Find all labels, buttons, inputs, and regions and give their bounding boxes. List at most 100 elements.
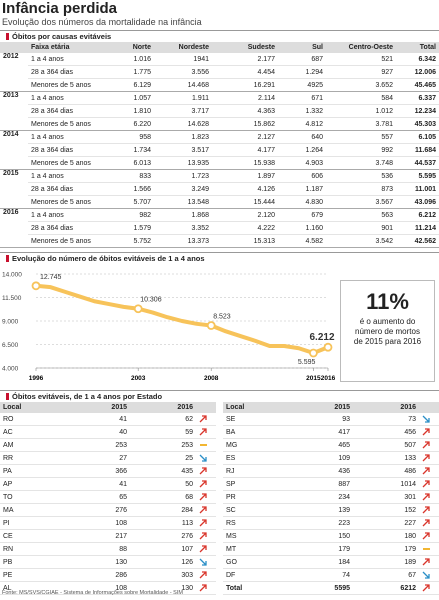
table-cell: 687 <box>278 53 326 66</box>
table-cell: 1.294 <box>278 65 326 79</box>
table-cell: 435 <box>130 464 196 478</box>
table-cell: 45.465 <box>396 78 439 92</box>
point-marker <box>31 281 41 291</box>
table-cell: 4.830 <box>278 195 326 209</box>
table-cell: 456 <box>353 425 419 439</box>
table-cell: SP <box>223 477 273 491</box>
table-cell: AP <box>0 477 50 491</box>
table-row: RS 223 227 <box>223 516 439 530</box>
table-cell: 12.006 <box>396 65 439 79</box>
table-cell: PE <box>0 568 50 582</box>
table-cell: 1.868 <box>154 208 212 222</box>
table-row: Menores de 5 anos 5.752 13.373 15.313 4.582 3… <box>0 234 439 248</box>
callout: 11% é o aumento do número de mortos de 2… <box>340 280 435 382</box>
header-cell: Sudeste <box>212 42 278 53</box>
y-tick-label: 4.000 <box>2 366 19 373</box>
trend-up <box>199 428 207 436</box>
table-row: Total 5595 6212 <box>223 581 439 595</box>
title: Infância perdida <box>2 0 118 17</box>
trend-up <box>199 415 207 423</box>
trend-icon <box>422 532 430 540</box>
table-cell: 12.234 <box>396 104 439 118</box>
table-cell: 68 <box>130 490 196 504</box>
table-cell: 107 <box>130 542 196 556</box>
trend-up <box>199 467 207 475</box>
table-cell: 3.748 <box>326 156 396 170</box>
table-cell: 13.935 <box>154 156 212 170</box>
header-cell: Local <box>223 402 273 413</box>
trend-cell <box>196 568 216 582</box>
table-row: TO 65 68 <box>0 490 216 504</box>
table-cell: 286 <box>50 568 130 582</box>
table-cell: 1.897 <box>212 169 278 183</box>
table-cell: 234 <box>273 490 353 504</box>
x-tick-label: 1996 <box>29 375 44 382</box>
table-row: RN 88 107 <box>0 542 216 556</box>
table-cell: 3.556 <box>154 65 212 79</box>
trend-icon <box>422 415 430 423</box>
table-row: AM 253 253 <box>0 438 216 452</box>
table-cell: 4.177 <box>212 143 278 157</box>
line-series <box>34 283 330 356</box>
table-cell: 41 <box>50 413 130 426</box>
table-row: 28 a 364 dias 1.579 3.352 4.222 1.160 901 11.2… <box>0 221 439 235</box>
table-cell: 139 <box>273 503 353 517</box>
header-cell: Centro-Oeste <box>326 42 396 53</box>
table-cell: 227 <box>353 516 419 530</box>
trend-up <box>422 519 430 527</box>
table-cell: 4925 <box>278 78 326 92</box>
table-cell: 6.337 <box>396 91 439 105</box>
table-cell: 67 <box>353 568 419 582</box>
table-row: Menores de 5 anos 6.220 14.628 15.862 4.812 3… <box>0 117 439 131</box>
table-cell: 1 a 4 anos <box>28 91 102 105</box>
table-cell: PA <box>0 464 50 478</box>
trend-cell <box>196 477 216 491</box>
table-row: Menores de 5 anos 5.707 13.548 15.444 4.830 3… <box>0 195 439 209</box>
trend-cell <box>196 542 216 556</box>
table-cell: 2.127 <box>212 130 278 144</box>
trend-cell <box>196 451 216 465</box>
table-row: PE 286 303 <box>0 568 216 582</box>
table-cell: AM <box>0 438 50 452</box>
table-cell: 1.264 <box>278 143 326 157</box>
table-cell: 6212 <box>353 581 419 595</box>
table-cell: 126 <box>130 555 196 569</box>
header-cell: Nordeste <box>154 42 212 53</box>
table-cell: 28 a 364 dias <box>28 182 102 196</box>
table-cell: 1.057 <box>102 91 154 105</box>
table-cell: 88 <box>50 542 130 556</box>
section-title: Óbitos por causas evitáveis <box>0 30 439 41</box>
trend-cell <box>196 438 216 452</box>
trend-cell <box>419 413 439 426</box>
trend-icon <box>422 506 430 514</box>
trend-icon <box>199 545 207 553</box>
table-cell: GO <box>223 555 273 569</box>
table-cell: 152 <box>353 503 419 517</box>
trend-cell <box>196 555 216 569</box>
table-cell: 5.752 <box>102 234 154 248</box>
table-cell: 1 a 4 anos <box>28 130 102 144</box>
trend-icon <box>422 467 430 475</box>
trend-cell <box>419 529 439 543</box>
table-cell: 11.684 <box>396 143 439 157</box>
table-cell: 150 <box>273 529 353 543</box>
trend-icon <box>199 480 207 488</box>
table-row: RO 41 62 <box>0 413 216 426</box>
table-cell: 28 a 364 dias <box>28 221 102 235</box>
trend-cell <box>196 581 216 595</box>
table-cell: 59 <box>130 425 196 439</box>
table-cell: 640 <box>278 130 326 144</box>
x-tick-label: 2016 <box>321 375 336 382</box>
header-cell <box>196 402 216 413</box>
table-cell: 73 <box>353 413 419 426</box>
table-cell: 179 <box>353 542 419 556</box>
table-cell: 1.579 <box>102 221 154 235</box>
table-cell: 3.652 <box>326 78 396 92</box>
data-label: 5.595 <box>298 359 316 366</box>
table-cell: ES <box>223 451 273 465</box>
table-cell: 108 <box>50 581 130 595</box>
table-cell: Menores de 5 anos <box>28 234 102 248</box>
table-cell: CE <box>0 529 50 543</box>
table-cell: 1.187 <box>278 182 326 196</box>
trend-up <box>199 506 207 514</box>
